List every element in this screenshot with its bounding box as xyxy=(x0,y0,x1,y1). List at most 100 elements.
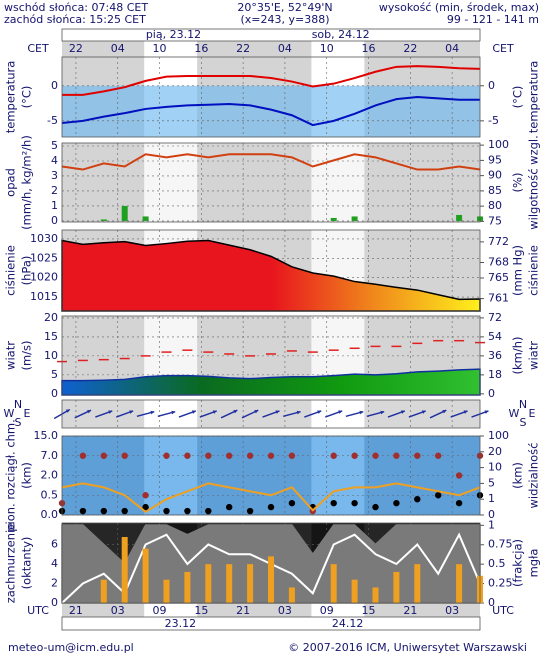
arrow-head xyxy=(87,409,92,414)
date-frame xyxy=(61,28,481,42)
y-axis-title: wiatr xyxy=(4,341,18,370)
compass-label: N xyxy=(14,398,22,411)
night-band xyxy=(197,603,312,617)
y2-axis-unit: (km) xyxy=(511,462,525,489)
dot xyxy=(163,507,170,515)
bottom-tick-label: 21 xyxy=(236,604,250,617)
bar xyxy=(393,571,400,603)
dot xyxy=(205,452,212,459)
y-axis-title: opad xyxy=(4,168,18,197)
compass-label: N xyxy=(519,398,527,411)
coordinates: 20°35'E, 52°49'N xyxy=(237,1,332,14)
compass-label: S xyxy=(15,416,22,429)
y2-tick-label: 0 xyxy=(488,508,495,521)
y-axis-unit: (hPa) xyxy=(20,256,34,286)
wind-arrow xyxy=(178,410,197,418)
top-tick-label: 04 xyxy=(445,42,459,55)
dot xyxy=(163,452,170,459)
y-axis-unit: (oktanty) xyxy=(20,537,34,590)
dot xyxy=(226,452,233,459)
y-tick-label: 1015 xyxy=(30,290,58,303)
y2-tick-label: 0.5 xyxy=(488,557,506,570)
dot xyxy=(330,499,337,507)
y-axis-title: temperatura xyxy=(4,61,18,134)
wind-arrow xyxy=(366,410,385,418)
dot xyxy=(100,507,108,515)
y-tick-label: 0.5 xyxy=(41,488,59,501)
date-frame xyxy=(61,616,481,631)
y-tick-label: 15 xyxy=(44,330,58,343)
arrow-head xyxy=(212,410,217,414)
y2-tick-label: 772 xyxy=(488,235,509,248)
bar xyxy=(184,571,191,603)
y-tick-label: 0 xyxy=(51,79,58,92)
y-tick-label: -5 xyxy=(47,114,58,127)
frost-zone xyxy=(62,85,480,137)
arrow-head xyxy=(317,410,322,414)
y-axis-unit: (mm/h, kg/m²/h) xyxy=(20,135,34,230)
y2-tick-label: 72 xyxy=(488,311,502,324)
top-tick-label: 04 xyxy=(111,42,125,55)
night-shade xyxy=(364,143,480,222)
arrow-head xyxy=(191,410,196,414)
bottom-axis-label: UTC xyxy=(27,604,49,617)
wind-arrow xyxy=(450,410,468,418)
series-line xyxy=(61,153,481,171)
y2-axis-title: mgła xyxy=(527,549,541,578)
bottom-tick-label: 09 xyxy=(320,604,334,617)
panel-frame xyxy=(61,56,481,138)
bar xyxy=(456,564,463,603)
arrow-head xyxy=(484,410,489,414)
wind-arrow xyxy=(220,409,238,419)
compass-label: W xyxy=(4,407,15,420)
dot xyxy=(142,492,149,499)
y2-axis-title: ciśnienie xyxy=(527,245,541,296)
panel-frame xyxy=(61,142,481,223)
arrow-head xyxy=(380,410,385,415)
bottom-tick-label: 03 xyxy=(111,604,125,617)
y2-tick-label: 54 xyxy=(488,330,502,343)
dot xyxy=(435,452,442,459)
wind-arrow xyxy=(116,410,134,418)
arrow-head xyxy=(296,410,301,415)
night-band xyxy=(197,41,312,57)
dot xyxy=(246,452,254,459)
compass-label: W xyxy=(509,407,520,420)
y-tick-label: 5 xyxy=(51,368,58,381)
y2-tick-label: 1 xyxy=(488,518,495,531)
dot xyxy=(205,507,212,515)
bottom-tick-label: 03 xyxy=(445,604,459,617)
arrow-head xyxy=(275,410,280,414)
wind-arrow xyxy=(325,410,343,418)
dot xyxy=(351,452,358,459)
top-tick-label: 04 xyxy=(278,42,292,55)
wind-arrow xyxy=(241,409,259,419)
arrow-head xyxy=(171,410,176,415)
dot xyxy=(351,499,358,507)
bar xyxy=(372,587,379,603)
arrow-head xyxy=(338,410,343,414)
y-axis-title: ciśnienie xyxy=(4,245,18,296)
bottom-tick-label: 21 xyxy=(69,604,83,617)
top-tick-label: 10 xyxy=(320,42,334,55)
y2-tick-label: 5 xyxy=(488,476,495,489)
bottom-tick-label: 15 xyxy=(362,604,376,617)
bar xyxy=(121,205,128,221)
bar xyxy=(121,536,128,603)
y2-tick-label: 85 xyxy=(488,184,502,197)
arrow-head xyxy=(463,410,468,414)
y2-tick-label: -5 xyxy=(488,114,499,127)
panel-frame xyxy=(61,522,481,604)
dot xyxy=(100,452,108,459)
dot xyxy=(393,499,400,507)
y2-tick-label: 1 xyxy=(488,492,495,505)
bar xyxy=(142,548,149,603)
sunset: zachód słońca: 15:25 CET xyxy=(4,13,146,26)
compass-label: E xyxy=(24,407,31,420)
y-axis-unit: (°C) xyxy=(20,86,34,109)
y-tick-label: 0 xyxy=(51,596,58,609)
bottom-tick-label: 03 xyxy=(278,604,292,617)
date-label: 24.12 xyxy=(332,617,364,630)
series-line xyxy=(62,65,481,96)
